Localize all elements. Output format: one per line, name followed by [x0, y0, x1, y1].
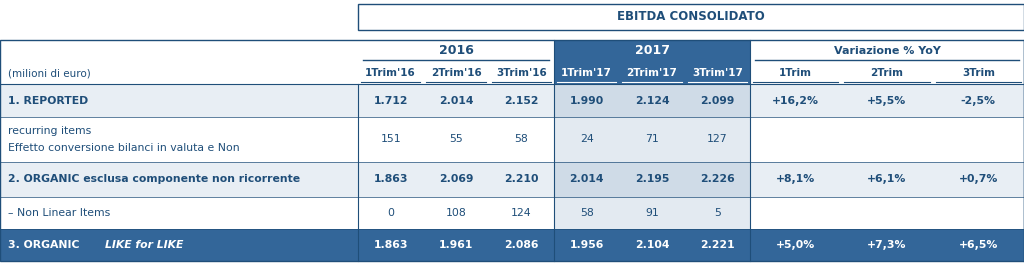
Bar: [358, 40, 554, 62]
Text: 1.961: 1.961: [439, 240, 473, 250]
Text: 2.195: 2.195: [635, 175, 670, 184]
Text: 1Trim'17: 1Trim'17: [561, 68, 612, 78]
Text: LIKE for LIKE: LIKE for LIKE: [105, 240, 183, 250]
Bar: [0, 62, 358, 84]
Text: 58: 58: [514, 135, 528, 144]
Text: 2Trim: 2Trim: [870, 68, 903, 78]
Text: Effetto conversione bilanci in valuta e Non: Effetto conversione bilanci in valuta e …: [8, 143, 240, 153]
Bar: [0, 229, 1024, 261]
Bar: [554, 162, 750, 197]
Bar: [554, 117, 750, 162]
Text: 2.226: 2.226: [700, 175, 734, 184]
Text: -2,5%: -2,5%: [961, 96, 995, 105]
Text: 1.863: 1.863: [374, 240, 408, 250]
Text: 124: 124: [511, 208, 531, 218]
Text: – Non Linear Items: – Non Linear Items: [8, 208, 111, 218]
Bar: [750, 62, 1024, 84]
Bar: [358, 62, 554, 84]
Text: 58: 58: [580, 208, 594, 218]
Text: 2.104: 2.104: [635, 240, 670, 250]
Text: 1.956: 1.956: [569, 240, 604, 250]
Text: +8,1%: +8,1%: [776, 175, 815, 184]
Text: 1.863: 1.863: [374, 175, 408, 184]
Text: 127: 127: [707, 135, 728, 144]
Text: 1Trim'16: 1Trim'16: [366, 68, 416, 78]
Text: 2. ORGANIC esclusa componente non ricorrente: 2. ORGANIC esclusa componente non ricorr…: [8, 175, 300, 184]
Text: (milioni di euro): (milioni di euro): [8, 68, 91, 78]
Bar: [0, 84, 1024, 117]
Bar: [0, 162, 1024, 197]
Text: 2016: 2016: [438, 45, 473, 57]
Text: +6,1%: +6,1%: [867, 175, 906, 184]
Text: 3Trim: 3Trim: [962, 68, 995, 78]
Text: +5,5%: +5,5%: [867, 96, 906, 105]
Bar: [358, 4, 1024, 30]
Text: 1.990: 1.990: [569, 96, 604, 105]
Text: 2.069: 2.069: [438, 175, 473, 184]
Text: 2.210: 2.210: [504, 175, 539, 184]
Text: 0: 0: [387, 208, 394, 218]
Text: recurring items: recurring items: [8, 125, 91, 135]
Text: 2017: 2017: [635, 45, 670, 57]
Text: 2.099: 2.099: [700, 96, 734, 105]
Text: +0,7%: +0,7%: [958, 175, 998, 184]
Text: 2.124: 2.124: [635, 96, 670, 105]
Text: 5: 5: [714, 208, 721, 218]
Text: +5,0%: +5,0%: [776, 240, 815, 250]
Text: 24: 24: [580, 135, 594, 144]
Bar: [554, 40, 750, 62]
Text: 2Trim'16: 2Trim'16: [431, 68, 481, 78]
Text: +16,2%: +16,2%: [772, 96, 819, 105]
Text: 2.221: 2.221: [700, 240, 734, 250]
Text: 91: 91: [645, 208, 658, 218]
Text: 2Trim'17: 2Trim'17: [627, 68, 678, 78]
Text: 151: 151: [380, 135, 401, 144]
Text: 3Trim'16: 3Trim'16: [496, 68, 547, 78]
Text: 2.014: 2.014: [438, 96, 473, 105]
Text: 2.014: 2.014: [569, 175, 604, 184]
Text: 108: 108: [445, 208, 466, 218]
Text: 3. ORGANIC: 3. ORGANIC: [8, 240, 83, 250]
Text: 2.086: 2.086: [504, 240, 539, 250]
Text: 1Trim: 1Trim: [779, 68, 812, 78]
Text: 3Trim'17: 3Trim'17: [692, 68, 742, 78]
Text: EBITDA CONSOLIDATO: EBITDA CONSOLIDATO: [617, 10, 765, 23]
Text: 1. REPORTED: 1. REPORTED: [8, 96, 88, 105]
Bar: [554, 62, 750, 84]
Bar: [750, 40, 1024, 62]
Bar: [0, 117, 1024, 162]
Text: 2.152: 2.152: [504, 96, 539, 105]
Bar: [554, 84, 750, 117]
Text: 1.712: 1.712: [374, 96, 408, 105]
Text: +7,3%: +7,3%: [867, 240, 906, 250]
Bar: [0, 40, 1024, 261]
Bar: [554, 197, 750, 229]
Text: Variazione % YoY: Variazione % YoY: [834, 46, 940, 56]
Text: 55: 55: [450, 135, 463, 144]
Text: 71: 71: [645, 135, 658, 144]
Bar: [0, 197, 1024, 229]
Text: +6,5%: +6,5%: [958, 240, 998, 250]
